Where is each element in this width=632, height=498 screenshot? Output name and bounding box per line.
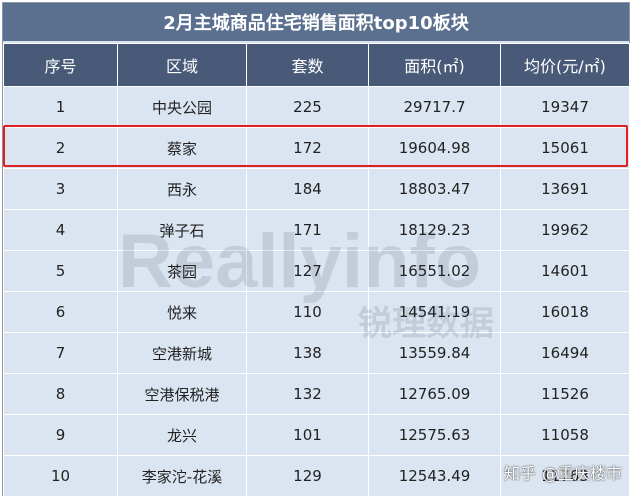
cell-index: 6 [3, 291, 118, 333]
cell-floor-area: 18803.47 [368, 168, 501, 210]
table-row: 3 西永 184 18803.47 13691 [3, 168, 630, 210]
cell-units: 171 [246, 209, 369, 251]
zhihu-watermark: 知乎 @重庆楼市 [504, 460, 622, 484]
cell-floor-area: 16551.02 [368, 250, 501, 292]
header-units: 套数 [246, 43, 369, 87]
table-row: 7 空港新城 138 13559.84 16494 [3, 332, 630, 374]
cell-area: 龙兴 [117, 414, 247, 456]
cell-floor-area: 14541.19 [368, 291, 501, 333]
cell-index: 4 [3, 209, 118, 251]
cell-units: 127 [246, 250, 369, 292]
table-title: 2月主城商品住宅销售面积top10板块 [3, 3, 629, 41]
cell-units: 101 [246, 414, 369, 456]
cell-index: 7 [3, 332, 118, 374]
table-row: 6 悦来 110 14541.19 16018 [3, 291, 630, 333]
cell-index: 10 [3, 455, 118, 497]
cell-units: 138 [246, 332, 369, 374]
header-area: 区域 [117, 43, 247, 87]
header-floor-area: 面积(㎡) [368, 43, 501, 87]
header-row: 序号 区域 套数 面积(㎡) 均价(元/㎡) [3, 43, 630, 87]
cell-floor-area: 12765.09 [368, 373, 501, 415]
cell-floor-area: 12575.63 [368, 414, 501, 456]
table-row: 5 茶园 127 16551.02 14601 [3, 250, 630, 292]
cell-avg-price: 11526 [500, 373, 630, 415]
cell-area: 空港保税港 [117, 373, 247, 415]
table-row: 4 弹子石 171 18129.23 19962 [3, 209, 630, 251]
zhihu-site-label: 知乎 [503, 464, 536, 483]
cell-area: 空港新城 [117, 332, 247, 374]
cell-floor-area: 18129.23 [368, 209, 501, 251]
table-row: 10 李家沱-花溪 129 12543.49 11763 [3, 455, 630, 497]
cell-floor-area: 19604.98 [368, 127, 501, 169]
table-row: 1 中央公园 225 29717.7 19347 [3, 86, 630, 128]
cell-index: 8 [3, 373, 118, 415]
cell-area: 悦来 [117, 291, 247, 333]
cell-avg-price: 11058 [500, 414, 630, 456]
cell-index: 3 [3, 168, 118, 210]
cell-floor-area: 13559.84 [368, 332, 501, 374]
zhihu-user-label: @重庆楼市 [541, 464, 622, 483]
cell-index: 5 [3, 250, 118, 292]
header-index: 序号 [3, 43, 118, 87]
cell-avg-price: 13691 [500, 168, 630, 210]
cell-units: 172 [246, 127, 369, 169]
cell-avg-price: 19962 [500, 209, 630, 251]
header-avg-price: 均价(元/㎡) [500, 43, 630, 87]
cell-units: 225 [246, 86, 369, 128]
cell-avg-price: 14601 [500, 250, 630, 292]
cell-area: 茶园 [117, 250, 247, 292]
cell-avg-price: 16494 [500, 332, 630, 374]
table-row: 8 空港保税港 132 12765.09 11526 [3, 373, 630, 415]
cell-index: 1 [3, 86, 118, 128]
table-row: 2 蔡家 172 19604.98 15061 [3, 127, 630, 169]
table-row: 9 龙兴 101 12575.63 11058 [3, 414, 630, 456]
cell-index: 9 [3, 414, 118, 456]
cell-units: 110 [246, 291, 369, 333]
cell-area: 蔡家 [117, 127, 247, 169]
cell-avg-price: 15061 [500, 127, 630, 169]
cell-floor-area: 12543.49 [368, 455, 501, 497]
cell-units: 129 [246, 455, 369, 497]
cell-avg-price: 19347 [500, 86, 630, 128]
cell-units: 184 [246, 168, 369, 210]
cell-area: 中央公园 [117, 86, 247, 128]
cell-area: 李家沱-花溪 [117, 455, 247, 497]
cell-units: 132 [246, 373, 369, 415]
sales-table: 序号 区域 套数 面积(㎡) 均价(元/㎡) 1 中央公园 225 29717.… [3, 43, 630, 497]
cell-floor-area: 29717.7 [368, 86, 501, 128]
cell-avg-price: 16018 [500, 291, 630, 333]
cell-area: 西永 [117, 168, 247, 210]
cell-avg-price: 11763 [500, 455, 630, 497]
cell-area: 弹子石 [117, 209, 247, 251]
cell-index: 2 [3, 127, 118, 169]
